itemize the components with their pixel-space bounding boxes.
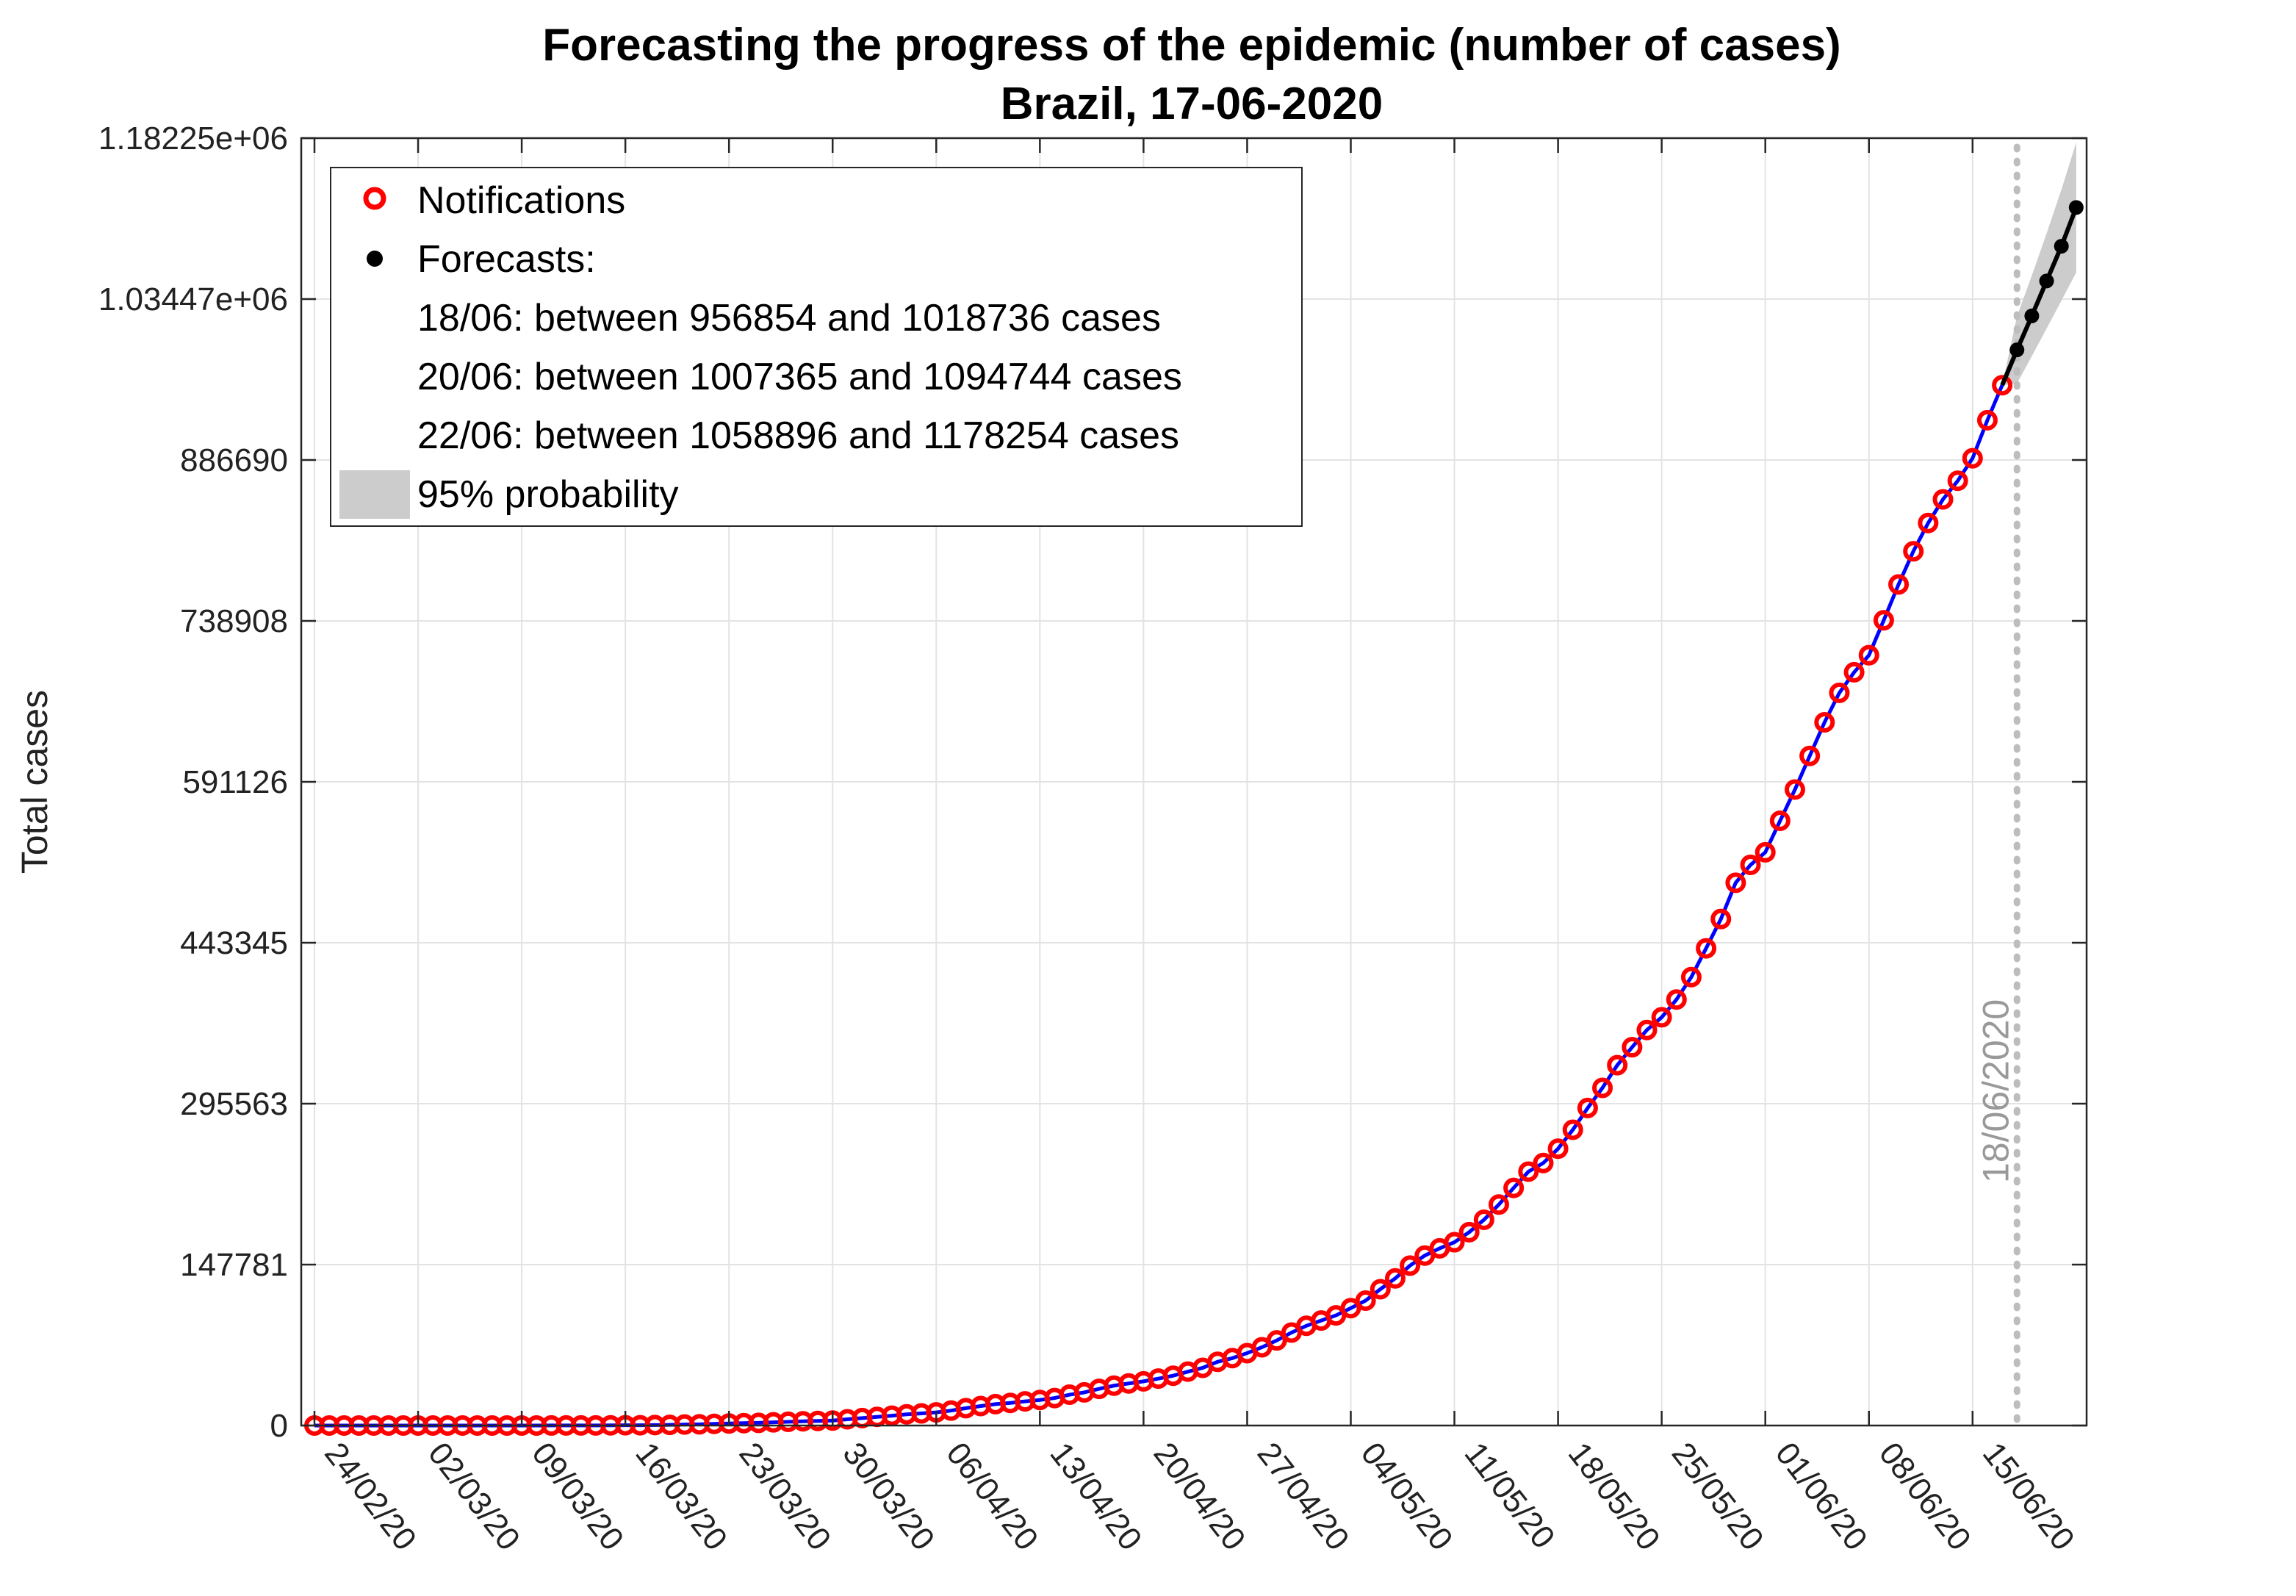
notification-point [1843,661,1865,683]
notification-point [1400,1255,1421,1276]
notification-point [1785,779,1805,800]
notification-point [1547,1138,1569,1160]
notification-point [1947,470,1968,492]
notification-point [1696,938,1717,959]
y-tick-label: 0 [270,1408,288,1444]
notification-point [1992,375,2013,396]
legend-band-swatch [339,470,410,519]
notification-point [1636,1019,1658,1040]
legend-forecast-line-3: 22/06: between 1058896 and 1178254 cases [417,414,1179,457]
notification-point [1680,966,1702,988]
notification-point [1740,855,1761,876]
notification-point [1355,1290,1376,1312]
legend: Notifications Forecasts: 18/06: between … [330,167,1303,527]
vertical-marker: 18/06/2020 [1975,143,2020,1429]
notification-point [1592,1077,1613,1099]
forecast-point [2068,200,2084,215]
notification-point [1710,908,1732,930]
notification-point [1814,712,1835,733]
notification-point [1932,489,1954,510]
notification-point [1473,1209,1494,1230]
forecast-point [2054,239,2069,254]
notification-point [1458,1221,1480,1243]
notification-point [1384,1268,1406,1289]
y-tick-label: 886690 [180,442,288,478]
notification-point [1918,512,1939,533]
y-tick-label: 1.18225e+06 [98,121,288,157]
notification-point [1622,1037,1643,1058]
notification-point [1444,1232,1465,1253]
notification-point [1266,1330,1287,1351]
forecast-point [2024,308,2040,323]
legend-forecast-line-1: 18/06: between 956854 and 1018736 cases [417,297,1161,339]
notification-point [1829,682,1850,703]
notification-point [1370,1279,1391,1300]
y-tick-label: 147781 [180,1247,288,1283]
legend-forecast-line-2: 20/06: between 1007365 and 1094744 cases [417,356,1182,398]
chart-title: Forecasting the progress of the epidemic… [542,20,1840,71]
y-tick-label: 1.03447e+06 [98,281,288,317]
notification-point [1888,574,1910,595]
notification-point [1666,989,1687,1010]
notification-point [1518,1161,1539,1182]
notification-point [1651,1007,1672,1028]
legend-band-label: 95% probability [417,473,679,516]
legend-forecasts-marker [367,251,383,267]
notification-point [1873,610,1894,631]
notification-point [1755,841,1776,863]
notification-point [1769,810,1791,831]
y-tick-label: 295563 [180,1086,288,1122]
y-tick-label: 443345 [180,925,288,961]
forecast-point [2009,342,2025,358]
y-axis-label: Total cases [14,690,55,874]
y-tick-label: 738908 [180,603,288,639]
legend-notifications-label: Notifications [417,179,625,222]
forecast-point [2039,273,2054,289]
confidence-band [2002,142,2076,386]
confidence-band-area [2002,142,2076,386]
notification-point [1976,409,1998,431]
notification-point [1503,1177,1525,1198]
notification-point [1962,447,1983,469]
notification-point [1799,745,1821,766]
legend-notifications-marker [363,187,386,210]
chart-subtitle: Brazil, 17-06-2020 [1001,79,1383,129]
notification-point [1562,1119,1583,1140]
notification-point [1607,1054,1628,1076]
notification-point [1858,644,1879,666]
notification-point [1533,1152,1554,1173]
notification-point [1903,541,1924,562]
y-tick-label: 591126 [182,764,288,800]
notification-point [1725,872,1746,894]
legend-forecasts-label: Forecasts: [417,238,596,281]
notification-point [1577,1097,1598,1118]
vertical-marker-label: 18/06/2020 [1975,999,2016,1183]
legend-box [330,167,1303,527]
notification-point [1489,1194,1509,1215]
